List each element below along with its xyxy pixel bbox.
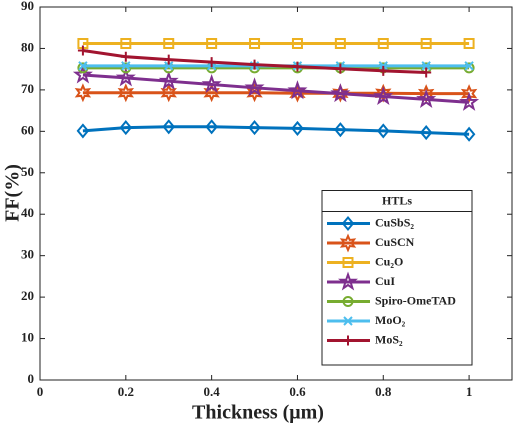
marker: [337, 271, 359, 291]
marker: [342, 257, 354, 268]
x-tick-label: 0.4: [204, 384, 221, 399]
legend-label: MoS₂: [375, 332, 403, 346]
marker: [119, 120, 133, 136]
marker: [201, 73, 222, 94]
marker: [206, 57, 217, 68]
x-tick-label: 0.2: [118, 384, 134, 399]
y-tick-label: 80: [21, 39, 34, 54]
marker: [460, 84, 478, 104]
marker: [78, 61, 88, 71]
marker: [120, 51, 131, 62]
marker: [421, 67, 432, 78]
marker: [77, 37, 89, 49]
series-line: [82, 73, 470, 104]
x-tick-label: 1: [466, 384, 473, 399]
marker: [332, 83, 349, 103]
y-tick-label: 90: [21, 0, 34, 13]
marker: [244, 77, 265, 97]
marker: [76, 123, 90, 139]
marker: [249, 37, 261, 49]
marker: [162, 119, 176, 135]
series-line: [82, 91, 470, 96]
legend-label: CuI: [375, 274, 395, 288]
marker: [464, 61, 474, 71]
marker: [120, 37, 132, 49]
legend-label: CuSbS₂: [375, 215, 414, 229]
x-tick-label: 0.8: [375, 384, 392, 399]
marker: [120, 62, 132, 74]
marker: [205, 119, 218, 135]
y-tick-label: 50: [21, 164, 34, 179]
marker: [334, 37, 346, 49]
marker: [163, 54, 174, 65]
marker: [117, 83, 135, 103]
x-axis-label: Thickness (μm): [192, 402, 324, 424]
marker: [419, 125, 433, 141]
legend: HTLs CuSbS₂ CuSCN Cu₂O CuI Spiro-OmeTAD MoO₂ Mo…: [321, 190, 473, 366]
marker: [339, 233, 357, 253]
x-tick-label: 0: [37, 384, 44, 399]
legend-label: Spiro-OmeTAD: [375, 293, 456, 307]
marker: [330, 83, 351, 103]
marker: [291, 120, 304, 136]
marker: [462, 126, 476, 142]
legend-label: MoO₂: [375, 313, 406, 327]
marker: [343, 335, 353, 346]
marker: [341, 215, 355, 232]
marker: [376, 123, 390, 139]
legend-label: CuSCN: [375, 235, 415, 249]
marker: [334, 122, 347, 138]
marker: [463, 37, 475, 49]
marker: [378, 65, 389, 76]
marker: [463, 62, 475, 74]
y-tick-label: 70: [21, 81, 34, 96]
marker: [335, 63, 346, 74]
marker: [292, 61, 303, 72]
marker: [416, 88, 437, 108]
y-tick-label: 10: [21, 330, 34, 345]
marker: [74, 83, 92, 103]
marker: [115, 67, 136, 87]
marker: [459, 91, 480, 111]
marker: [421, 61, 431, 71]
marker: [377, 37, 389, 49]
marker: [420, 37, 432, 49]
y-tick-label: 0: [28, 371, 35, 386]
marker: [249, 59, 260, 70]
marker: [77, 62, 89, 74]
series-line: [82, 125, 470, 136]
marker: [72, 64, 93, 84]
y-tick-label: 40: [21, 205, 34, 220]
marker: [291, 37, 303, 49]
y-tick-label: 20: [21, 288, 34, 303]
y-tick-label: 60: [21, 122, 34, 137]
marker: [164, 61, 174, 71]
legend-label: Cu₂O: [375, 254, 403, 268]
marker: [343, 316, 353, 326]
y-axis-label: FF(%): [2, 164, 24, 222]
marker: [373, 85, 394, 106]
marker: [342, 296, 354, 307]
legend-title: HTLs: [382, 193, 412, 207]
marker: [163, 37, 175, 49]
y-tick-label: 30: [21, 247, 34, 262]
marker: [248, 120, 261, 136]
marker: [77, 45, 88, 56]
marker: [206, 37, 218, 49]
marker: [287, 80, 308, 100]
marker: [158, 70, 179, 90]
x-tick-label: 0.6: [289, 384, 306, 399]
marker: [203, 83, 220, 103]
marker: [121, 61, 131, 71]
